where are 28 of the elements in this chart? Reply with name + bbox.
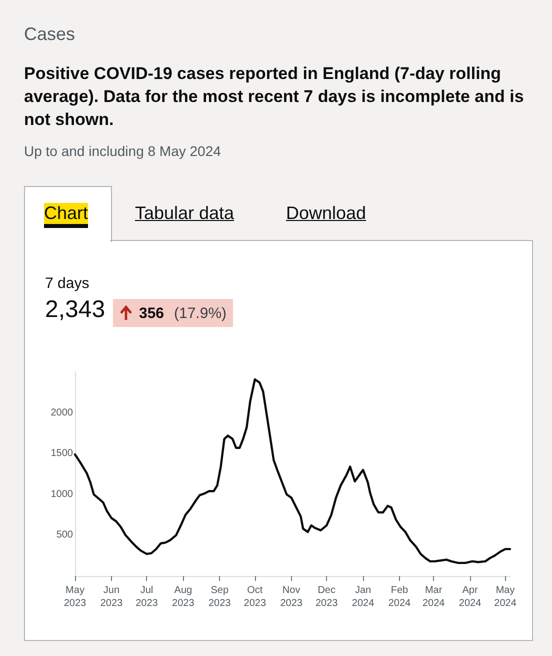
- x-tick-label: Dec 2023: [315, 585, 338, 609]
- x-tick-label: May 2024: [494, 585, 517, 609]
- text: Tabular data: [135, 203, 234, 224]
- line-series: [74, 378, 512, 564]
- text: 356: [139, 305, 164, 322]
- text: 2,343: [45, 296, 106, 324]
- y-tick-label: 500: [56, 530, 74, 541]
- text: 7 days: [45, 275, 90, 292]
- x-tick-label: Sep 2023: [208, 585, 232, 609]
- x-tick-label: Apr 2024: [458, 585, 482, 609]
- y-tick-label: 2000: [50, 407, 74, 418]
- text: Cases: [24, 24, 76, 45]
- x-tick-label: Oct 2023: [244, 585, 266, 609]
- chart-title: Positive COVID-19 cases reported in England (7-day rolling average). Data for the most recent 7 days is incomplete and is not shown.: [24, 63, 525, 131]
- y-tick-label: 1500: [50, 448, 74, 460]
- text: (17.9%): [174, 305, 227, 322]
- x-tick-label: Jan 2024: [352, 585, 375, 609]
- x-tick-label: Aug 2023: [172, 585, 195, 609]
- x-tick-label: Jun 2023: [100, 585, 124, 609]
- chart-subtitle: Up to and including 8 May 2024: [24, 143, 221, 159]
- text: Download: [286, 203, 366, 224]
- x-tick-label: May 2023: [64, 585, 87, 609]
- x-tick-label: Feb 2024: [388, 585, 412, 609]
- x-tick-label: Nov 2023: [280, 585, 303, 609]
- x-tick-label: Mar 2024: [422, 585, 446, 609]
- y-tick-label: 1000: [50, 488, 74, 500]
- text: Chart: [44, 203, 88, 224]
- x-tick-label: Jul 2023: [136, 585, 158, 609]
